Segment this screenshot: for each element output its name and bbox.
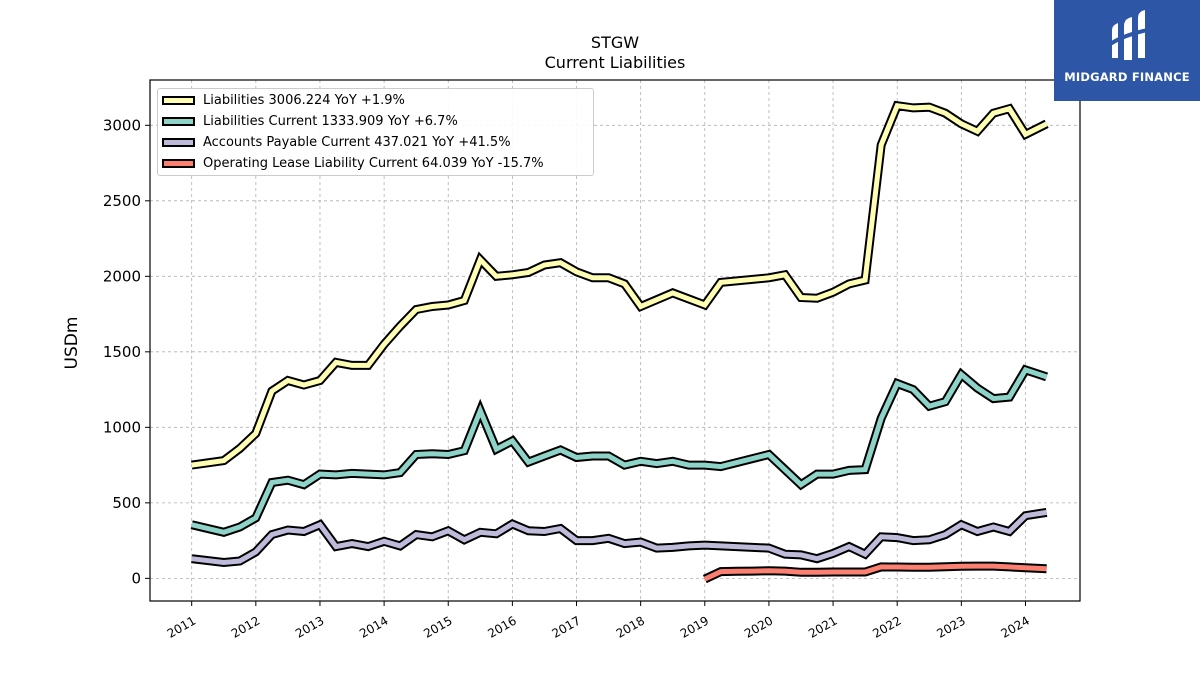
y-tick-label: 3000 xyxy=(103,116,141,134)
brand-logo: MIDGARD FINANCE xyxy=(1054,0,1200,101)
series-1 xyxy=(190,364,1049,537)
y-tick-label: 1000 xyxy=(103,418,141,436)
series-3 xyxy=(702,561,1047,584)
x-tick-label: 2013 xyxy=(293,613,326,640)
legend-swatch xyxy=(162,137,195,147)
y-axis: 0 500 1000 1500 2000 2500 3000 xyxy=(103,116,150,587)
y-tick-label: 0 xyxy=(131,569,141,587)
series-line xyxy=(191,102,1048,468)
x-tick-label: 2022 xyxy=(870,613,903,640)
legend-item-operating-lease: Operating Lease Liability Current 64.039… xyxy=(162,155,544,171)
x-axis: 2011 2012 2013 2014 2015 2016 2017 2018 2019 2020… xyxy=(165,601,1032,641)
y-tick-label: 2500 xyxy=(103,192,141,210)
legend-label: Accounts Payable Current 437.021 YoY +41… xyxy=(203,134,511,150)
series-0 xyxy=(191,100,1049,470)
x-tick-label: 2016 xyxy=(485,613,518,640)
x-tick-label: 2012 xyxy=(229,613,262,640)
series-line xyxy=(191,366,1048,535)
legend: Liabilities 3006.224 YoY +1.9% Liabiliti… xyxy=(157,88,594,176)
y-tick-label: 500 xyxy=(112,494,141,512)
x-tick-label: 2023 xyxy=(934,613,967,640)
x-tick-label: 2020 xyxy=(742,613,775,640)
series-2 xyxy=(191,507,1048,568)
series-layer xyxy=(190,100,1049,584)
legend-item-liabilities-current: Liabilities Current 1333.909 YoY +6.7% xyxy=(162,113,458,129)
series-line xyxy=(191,509,1047,566)
x-tick-label: 2024 xyxy=(999,613,1032,640)
legend-swatch xyxy=(162,95,195,105)
x-tick-label: 2015 xyxy=(421,613,454,640)
x-tick-label: 2019 xyxy=(678,613,711,640)
x-tick-label: 2017 xyxy=(550,613,583,640)
legend-item-accounts-payable: Accounts Payable Current 437.021 YoY +41… xyxy=(162,134,511,150)
x-tick-label: 2014 xyxy=(357,613,390,640)
y-tick-label: 2000 xyxy=(103,267,141,285)
legend-label: Liabilities 3006.224 YoY +1.9% xyxy=(203,92,405,108)
logo-text: MIDGARD FINANCE xyxy=(1064,70,1190,84)
y-axis-label: USDm xyxy=(62,316,82,370)
series-line xyxy=(703,563,1047,582)
legend-label: Operating Lease Liability Current 64.039… xyxy=(203,155,544,171)
logo-mark-icon xyxy=(1108,10,1149,60)
legend-item-liabilities: Liabilities 3006.224 YoY +1.9% xyxy=(162,92,405,108)
legend-label: Liabilities Current 1333.909 YoY +6.7% xyxy=(203,113,458,129)
x-tick-label: 2018 xyxy=(614,613,647,640)
y-tick-label: 1500 xyxy=(103,343,141,361)
legend-swatch xyxy=(162,158,195,168)
x-tick-label: 2021 xyxy=(806,613,839,640)
legend-swatch xyxy=(162,116,195,126)
chart-title: STGW xyxy=(590,33,640,52)
plot-frame xyxy=(149,79,1081,602)
chart-subtitle: Current Liabilities xyxy=(544,53,686,72)
x-tick-label: 2011 xyxy=(165,613,198,640)
